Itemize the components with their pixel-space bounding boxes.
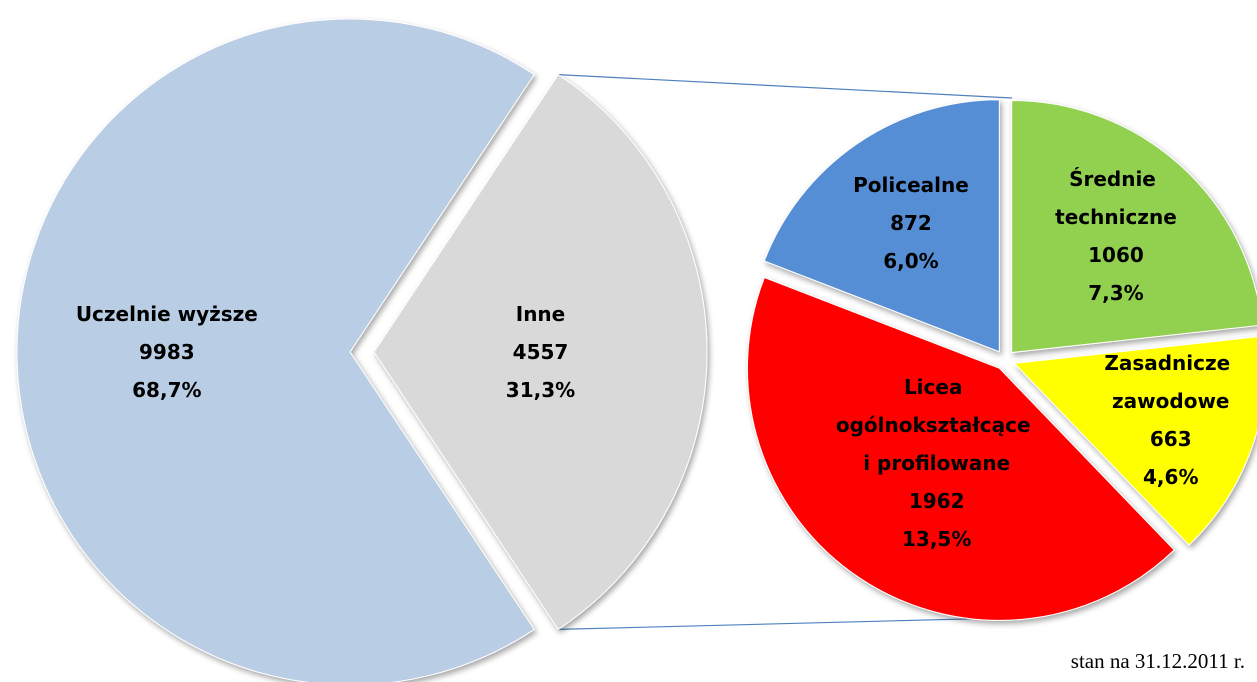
slice-percent: 6,0% bbox=[883, 249, 938, 273]
label-line: Licea bbox=[904, 375, 969, 399]
slice-percent: 68,7% bbox=[132, 378, 201, 402]
slice-percent: 13,5% bbox=[902, 527, 971, 551]
pie-slice bbox=[373, 73, 708, 631]
pie-slice bbox=[763, 99, 1000, 353]
slice-value: 4557 bbox=[513, 340, 569, 364]
connector-line bbox=[558, 617, 1006, 631]
label-line: i profilowane bbox=[863, 451, 1010, 475]
slice-label: Zasadnicze zawodowe bbox=[1104, 351, 1237, 413]
label-line: ogólnokształcące bbox=[836, 413, 1038, 437]
slice-percent: 31,3% bbox=[506, 378, 575, 402]
pie-slice bbox=[1011, 100, 1257, 354]
label-line: Inne bbox=[516, 302, 565, 326]
slice-percent: 4,6% bbox=[1143, 465, 1198, 489]
label-line: Uczelnie wyższe bbox=[76, 302, 258, 326]
slice-value: 663 bbox=[1150, 427, 1192, 451]
pie-slice bbox=[1013, 336, 1257, 546]
slice-percent: 7,3% bbox=[1088, 281, 1143, 305]
footnote: stan na 31.12.2011 r. bbox=[1071, 649, 1245, 673]
label-line: zawodowe bbox=[1112, 389, 1229, 413]
label-line: Zasadnicze bbox=[1104, 351, 1237, 375]
slice-label: Inne bbox=[516, 302, 565, 326]
slice-value: 872 bbox=[890, 211, 932, 235]
label-line: Policealne bbox=[853, 173, 969, 197]
slice-label: Uczelnie wyższe bbox=[76, 302, 258, 326]
connector-line bbox=[558, 73, 1013, 99]
slice-value: 1060 bbox=[1088, 243, 1144, 267]
slice-value: 1962 bbox=[909, 489, 965, 513]
pie-slice bbox=[746, 276, 1175, 621]
label-line: techniczne bbox=[1055, 205, 1177, 229]
slice-label: Średnie techniczne bbox=[1055, 167, 1177, 229]
label-line: Średnie bbox=[1069, 167, 1163, 191]
slice-label: Policealne bbox=[853, 173, 969, 197]
slice-value: 9983 bbox=[139, 340, 195, 364]
pie-slice bbox=[16, 18, 535, 682]
slice-label: Licea ogólnokształcące i profilowane bbox=[836, 375, 1038, 475]
